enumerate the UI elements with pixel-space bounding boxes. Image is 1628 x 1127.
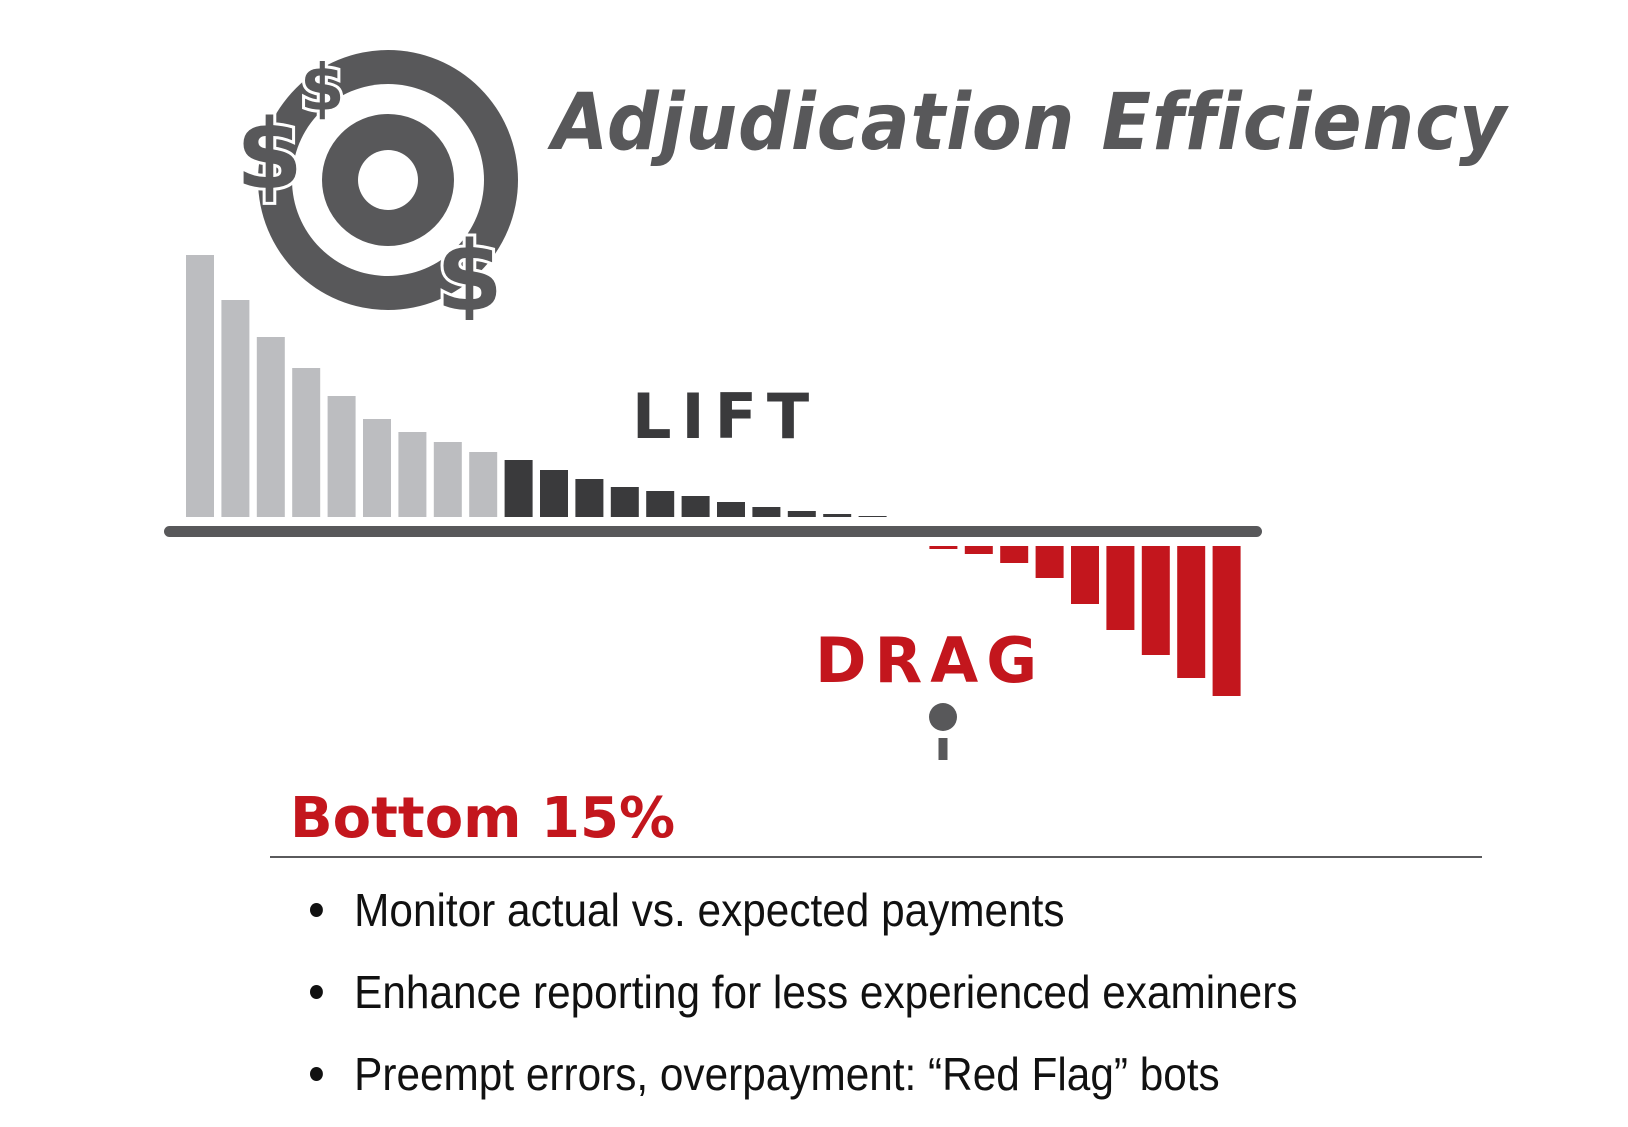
bar (433, 442, 462, 517)
bar (292, 368, 321, 517)
bullet-item: Preempt errors, overpayment: “Red Flag” … (310, 1044, 1297, 1126)
drag-label: DRAG (815, 624, 1046, 697)
bar (823, 514, 852, 517)
lift-label: LIFT (632, 380, 820, 453)
svg-text:$: $ (300, 52, 345, 126)
drag-bar (929, 546, 958, 549)
bar (256, 337, 285, 517)
bullet-list: Monitor actual vs. expected payments Enh… (310, 880, 1383, 1126)
drag-bar (1071, 546, 1099, 604)
bar (717, 502, 745, 517)
bar (363, 419, 391, 517)
bar (469, 452, 498, 517)
bullet-icon (310, 984, 323, 999)
drag-bar (1035, 546, 1064, 578)
bullet-item: Monitor actual vs. expected payments (310, 880, 1297, 962)
lift-drag-bar-chart (164, 255, 1262, 760)
drag-bar (1212, 546, 1241, 696)
bar (504, 460, 533, 517)
bullet-icon (310, 902, 323, 917)
target-dollar-icon: $ $ $ (238, 49, 518, 320)
drag-bar (1177, 546, 1206, 678)
chart-bars (186, 255, 1241, 696)
divider (270, 856, 1482, 858)
bar (681, 496, 710, 517)
bar (221, 300, 250, 517)
bar (787, 511, 816, 517)
svg-text:$: $ (238, 99, 303, 211)
chart-baseline (164, 526, 1262, 537)
bar (327, 396, 356, 517)
drag-bar (1000, 546, 1029, 563)
bar (610, 487, 639, 517)
bar (398, 432, 427, 517)
drag-bar (1106, 546, 1135, 630)
svg-text:$: $ (436, 221, 503, 320)
page-title: Adjudication Efficiency (552, 78, 1508, 168)
bar (858, 516, 887, 517)
bullet-icon (310, 1066, 323, 1081)
bullet-item: Enhance reporting for less experienced e… (310, 962, 1297, 1044)
bar (646, 491, 675, 517)
bottom-15-callout: Bottom 15% (290, 786, 676, 851)
drag-bar (964, 546, 993, 554)
bar (186, 255, 214, 517)
bar (575, 479, 604, 517)
drag-bar (1141, 546, 1170, 655)
bar (540, 470, 568, 517)
callout-dot (929, 703, 957, 731)
bar (752, 507, 781, 517)
